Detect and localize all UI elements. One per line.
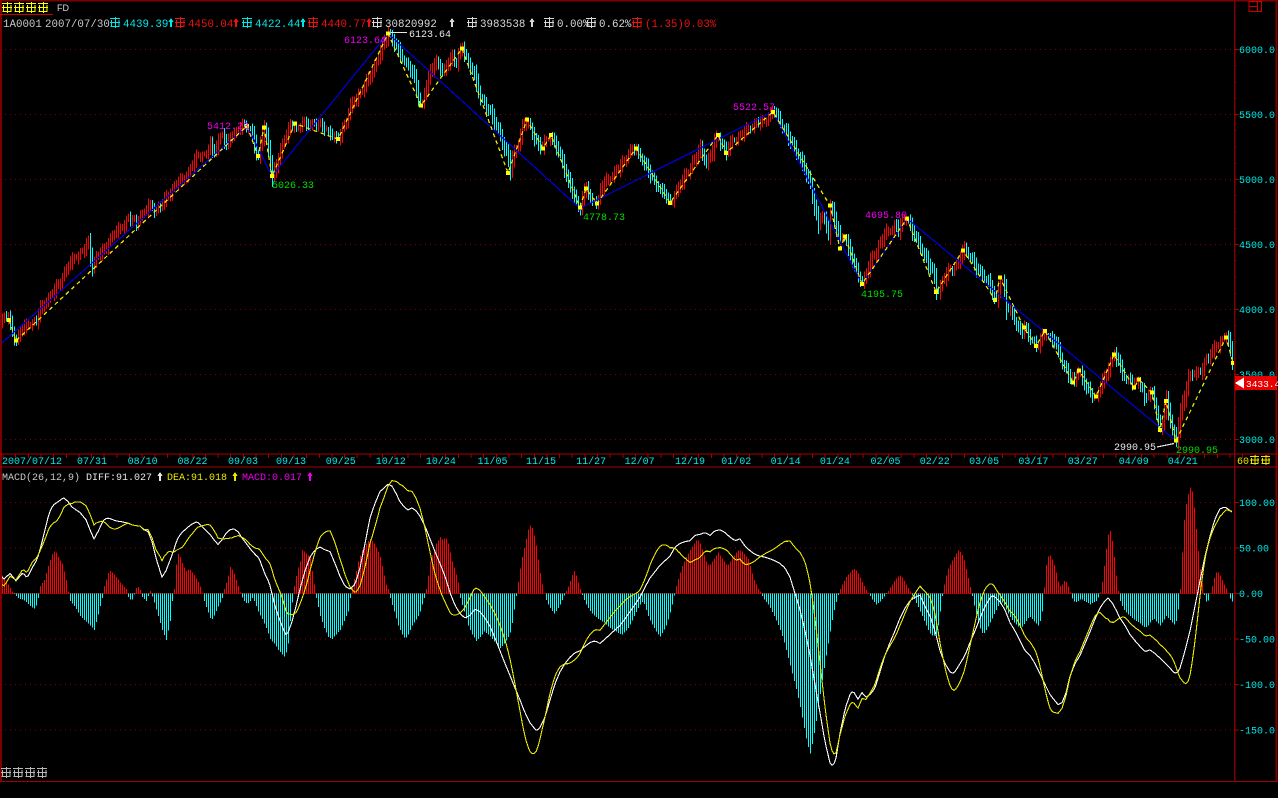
svg-text:MACD:0.017: MACD:0.017 [242, 473, 302, 484]
svg-text:1A0001: 1A0001 [3, 19, 42, 31]
svg-text:30820992: 30820992 [385, 19, 437, 31]
svg-text:07/31: 07/31 [77, 456, 107, 468]
svg-text:03/17: 03/17 [1018, 456, 1048, 468]
svg-text:01/02: 01/02 [721, 456, 751, 468]
svg-text:12/07: 12/07 [625, 456, 655, 468]
svg-text:03/27: 03/27 [1068, 456, 1098, 468]
svg-text:02/05: 02/05 [870, 456, 900, 468]
svg-text:4450.04: 4450.04 [188, 19, 233, 31]
svg-text:4695.80: 4695.80 [865, 211, 907, 222]
svg-text:10/12: 10/12 [376, 456, 406, 468]
svg-text:(1.35)0.03%: (1.35)0.03% [645, 19, 717, 31]
svg-text:FD: FD [57, 3, 69, 13]
svg-text:09/03: 09/03 [228, 456, 258, 468]
svg-text:4195.75: 4195.75 [861, 290, 903, 301]
svg-text:02/22: 02/22 [920, 456, 950, 468]
svg-text:08/22: 08/22 [177, 456, 207, 468]
svg-text:4422.44: 4422.44 [255, 19, 300, 31]
svg-text:01/14: 01/14 [771, 456, 801, 468]
svg-text:0.62%: 0.62% [599, 19, 632, 31]
svg-text:2990.95: 2990.95 [1176, 446, 1218, 457]
svg-text:4439.39: 4439.39 [123, 19, 168, 31]
svg-text:3000.0: 3000.0 [1239, 436, 1275, 447]
svg-text:01/24: 01/24 [820, 456, 850, 468]
svg-text:09/25: 09/25 [326, 456, 356, 468]
svg-text:50.00: 50.00 [1239, 545, 1269, 556]
svg-text:3433.4: 3433.4 [1246, 379, 1278, 390]
svg-text:12/19: 12/19 [675, 456, 705, 468]
svg-text:09/13: 09/13 [276, 456, 306, 468]
svg-text:03/05: 03/05 [969, 456, 999, 468]
svg-text:-50.00: -50.00 [1239, 636, 1275, 647]
svg-text:2007/07/30: 2007/07/30 [45, 19, 110, 31]
svg-text:2007/07/12: 2007/07/12 [2, 456, 62, 468]
svg-text:2990.95: 2990.95 [1114, 443, 1156, 454]
svg-text:5000.0: 5000.0 [1239, 176, 1275, 187]
svg-text:08/10: 08/10 [128, 456, 158, 468]
svg-text:5412.23: 5412.23 [207, 122, 249, 133]
svg-text:0.00%: 0.00% [557, 19, 590, 31]
svg-text:04/21: 04/21 [1168, 456, 1198, 468]
svg-text:DIFF:91.027: DIFF:91.027 [86, 473, 152, 484]
svg-text:4500.0: 4500.0 [1239, 241, 1275, 252]
svg-text:4440.77: 4440.77 [321, 19, 366, 31]
svg-text:DEA:91.018: DEA:91.018 [167, 473, 227, 484]
svg-text:MACD(26,12,9): MACD(26,12,9) [2, 472, 80, 484]
svg-text:6123.64: 6123.64 [409, 30, 451, 41]
svg-text:11/27: 11/27 [576, 456, 606, 468]
svg-text:5500.0: 5500.0 [1239, 111, 1275, 122]
svg-text:11/05: 11/05 [477, 456, 507, 468]
svg-text:11/15: 11/15 [526, 456, 556, 468]
svg-text:6123.64: 6123.64 [344, 36, 386, 47]
svg-text:4000.0: 4000.0 [1239, 306, 1275, 317]
svg-text:5522.57: 5522.57 [733, 103, 775, 114]
svg-text:04/09: 04/09 [1119, 456, 1149, 468]
svg-text:-100.0: -100.0 [1239, 681, 1275, 692]
svg-text:4778.73: 4778.73 [583, 213, 625, 224]
svg-text:100.00: 100.00 [1239, 499, 1275, 510]
svg-text:6000.0: 6000.0 [1239, 46, 1275, 57]
svg-text:5026.33: 5026.33 [272, 181, 314, 192]
svg-text:0.00: 0.00 [1239, 590, 1263, 601]
svg-text:3983538: 3983538 [480, 19, 525, 31]
svg-text:-150.0: -150.0 [1239, 727, 1275, 738]
svg-text:10/24: 10/24 [426, 456, 456, 468]
svg-text:60: 60 [1237, 457, 1249, 468]
